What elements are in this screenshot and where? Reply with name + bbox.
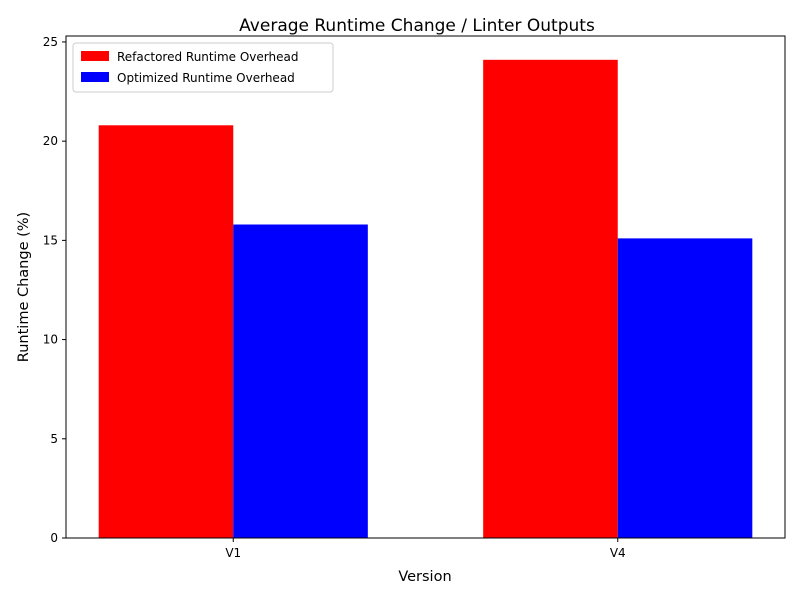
x-axis-title: Version [398,569,451,585]
y-tick-label: 10 [43,333,58,347]
y-axis: 0 5 10 15 20 25 [43,35,66,545]
bar-v4-series-1 [483,59,618,539]
x-tick-label-v4: V4 [610,546,626,560]
y-tick-label: 25 [43,35,58,49]
bar-v4-series-2 [617,238,753,539]
y-tick-label: 5 [50,432,58,446]
chart-title: Average Runtime Change / Linter Outputs [239,16,595,36]
bar-v1-series-2 [233,224,368,538]
y-tick-label: 15 [43,233,58,247]
legend-label-series-1: Refactored Runtime Overhead [117,50,298,64]
legend-box [72,42,334,93]
bars-group [98,59,753,539]
y-axis-title: Runtime Change (%) [16,212,32,362]
bar-v1-series-1 [98,125,234,538]
legend-label-series-2: Optimized Runtime Overhead [117,71,295,85]
x-tick-label-v1: V1 [225,546,241,560]
legend-swatch-series-1 [81,51,109,61]
plot-frame [65,35,786,539]
x-axis: V1 V4 [225,538,626,560]
legend: Refactored Runtime Overhead Optimized Run… [72,42,334,93]
y-tick-label: 0 [50,531,58,545]
legend-swatch-series-2 [81,72,109,82]
y-tick-label: 20 [43,134,58,148]
